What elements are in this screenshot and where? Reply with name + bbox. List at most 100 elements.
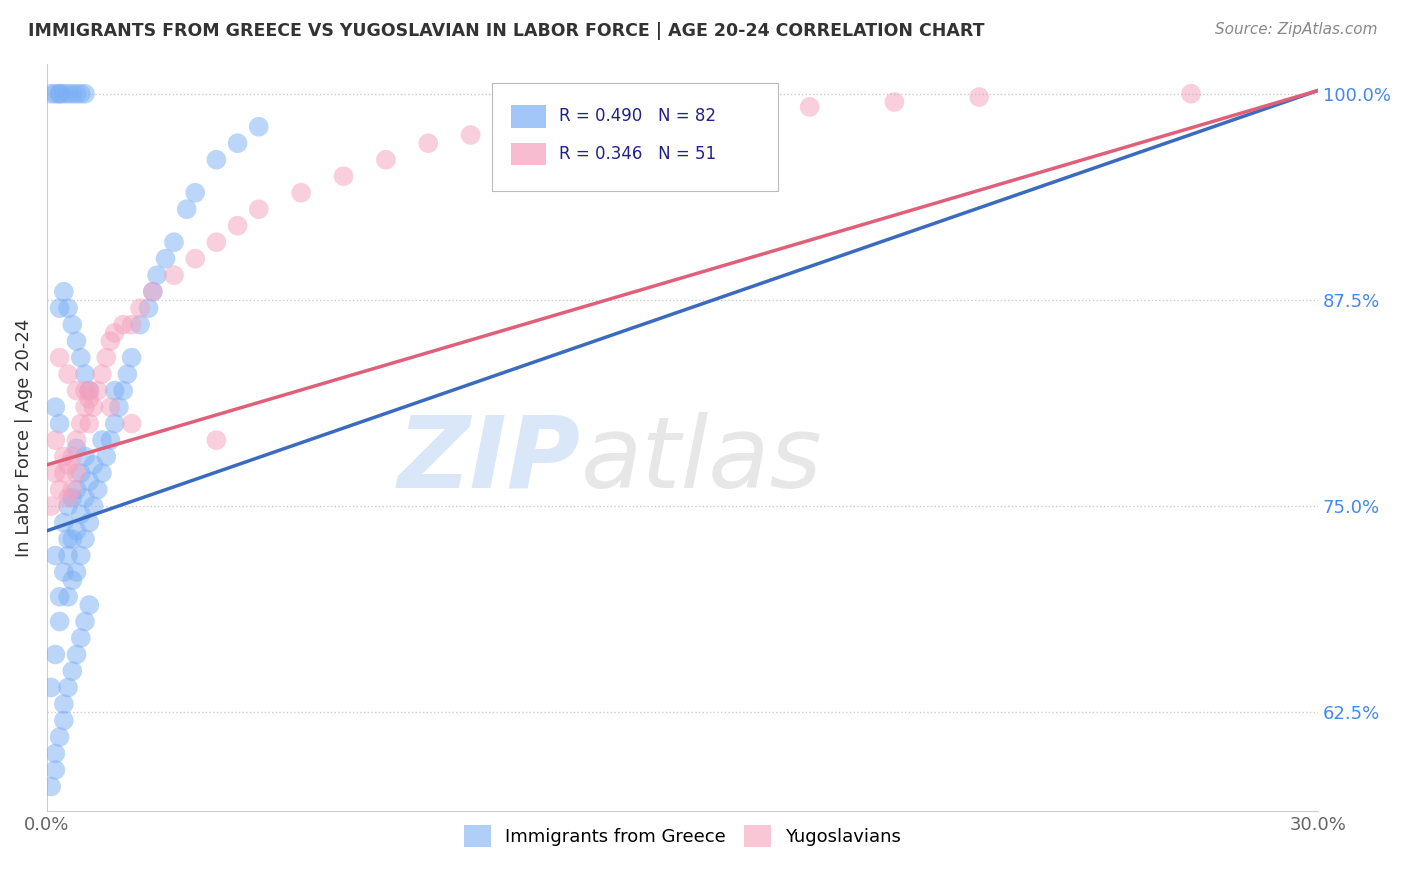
Point [60, 491, 83, 505]
Point [100, 400, 122, 414]
Point [48, 730, 70, 744]
Point [65, 442, 87, 456]
Text: IMMIGRANTS FROM GREECE VS YUGOSLAVIAN IN LABOR FORCE | AGE 20-24 CORRELATION CHA: IMMIGRANTS FROM GREECE VS YUGOSLAVIAN IN… [28, 22, 984, 40]
Point [52, 714, 75, 728]
Point [60, 532, 83, 546]
Point [184, 186, 207, 200]
Text: ZIP: ZIP [398, 411, 581, 508]
Point [65, 483, 87, 497]
Point [69, 417, 91, 431]
Point [77, 598, 100, 612]
Point [100, 334, 122, 348]
Point [247, 202, 270, 217]
Point [44, 400, 66, 414]
Point [121, 417, 143, 431]
Point [65, 384, 87, 398]
Point [56, 87, 79, 101]
Point [146, 268, 169, 282]
Point [205, 235, 228, 250]
Point [77, 384, 100, 398]
Point [39, 681, 62, 695]
Point [77, 516, 100, 530]
Point [91, 466, 114, 480]
Point [247, 120, 270, 134]
Point [87, 384, 110, 398]
Point [967, 90, 990, 104]
Point [65, 524, 87, 538]
Point [100, 433, 122, 447]
Point [69, 466, 91, 480]
Point [73, 400, 96, 414]
Point [56, 458, 79, 472]
Point [184, 252, 207, 266]
Point [44, 433, 66, 447]
Point [65, 87, 87, 101]
Point [104, 417, 127, 431]
Point [138, 301, 160, 315]
Point [56, 499, 79, 513]
Point [56, 590, 79, 604]
Point [176, 202, 198, 217]
Point [91, 367, 114, 381]
Point [44, 747, 66, 761]
Point [83, 499, 105, 513]
Point [96, 450, 118, 464]
Point [73, 491, 96, 505]
Point [117, 367, 139, 381]
Point [1180, 87, 1202, 101]
Point [163, 268, 186, 282]
Point [69, 87, 91, 101]
Point [628, 112, 651, 126]
Point [65, 648, 87, 662]
Point [83, 458, 105, 472]
Point [52, 516, 75, 530]
Point [112, 384, 135, 398]
Point [129, 301, 152, 315]
Point [60, 450, 83, 464]
Point [226, 219, 249, 233]
Point [205, 433, 228, 447]
Point [65, 565, 87, 579]
Point [77, 417, 100, 431]
Point [48, 87, 70, 101]
Point [48, 590, 70, 604]
Point [69, 508, 91, 522]
Point [73, 532, 96, 546]
Point [56, 301, 79, 315]
Point [73, 450, 96, 464]
Point [418, 136, 440, 151]
Point [290, 186, 312, 200]
Point [155, 252, 177, 266]
Point [77, 384, 100, 398]
Point [73, 615, 96, 629]
Point [56, 681, 79, 695]
Point [44, 763, 66, 777]
Point [56, 491, 79, 505]
Point [39, 780, 62, 794]
Point [142, 285, 165, 299]
Point [87, 483, 110, 497]
Point [44, 549, 66, 563]
Point [56, 532, 79, 546]
Point [48, 417, 70, 431]
Point [104, 326, 127, 340]
Point [52, 697, 75, 711]
Point [52, 466, 75, 480]
Point [60, 318, 83, 332]
Point [714, 103, 737, 118]
Point [48, 301, 70, 315]
Point [73, 367, 96, 381]
Point [77, 475, 100, 489]
Point [48, 615, 70, 629]
Text: atlas: atlas [581, 411, 823, 508]
Point [799, 100, 821, 114]
Point [129, 318, 152, 332]
Point [883, 95, 905, 109]
Point [44, 87, 66, 101]
Text: Source: ZipAtlas.com: Source: ZipAtlas.com [1215, 22, 1378, 37]
Point [60, 87, 83, 101]
Point [52, 565, 75, 579]
Point [73, 384, 96, 398]
Point [96, 351, 118, 365]
Point [142, 285, 165, 299]
